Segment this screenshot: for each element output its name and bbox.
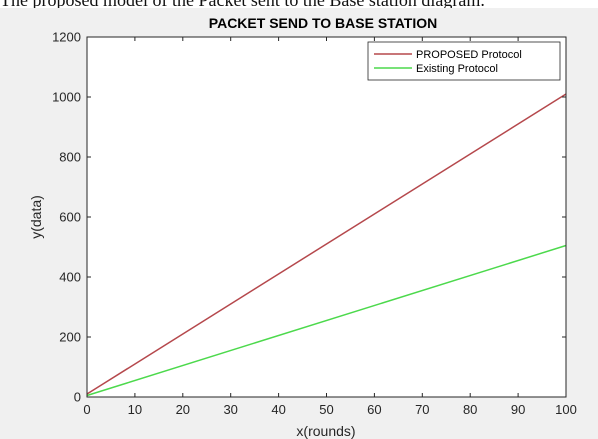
- y-axis-label: y(data): [28, 195, 44, 239]
- legend-label: PROPOSED Protocol: [416, 49, 522, 61]
- x-tick-label: 20: [176, 402, 190, 417]
- figure: PACKET SEND TO BASE STATION 0 10 20 30 40 50 6…: [0, 8, 598, 439]
- legend-box: [367, 41, 561, 81]
- line-chart: PACKET SEND TO BASE STATION 0 10 20 30 40 50 6…: [28, 15, 577, 439]
- series-line-proposed-protocol: [86, 93, 567, 395]
- legend-label: Existing Protocol: [416, 63, 498, 75]
- x-tick-label: 10: [128, 402, 142, 417]
- ticks-layer: 0 10 20 30 40 50 60 70 80 90 100020040060080010001…: [52, 30, 577, 418]
- y-tick-label: 1200: [52, 30, 81, 45]
- y-tick-label: 600: [59, 210, 81, 225]
- x-tick-label: 70: [415, 402, 429, 417]
- x-tick-label: 60: [367, 402, 381, 417]
- x-tick-label: 40: [271, 402, 285, 417]
- x-tick-label: 0: [83, 402, 90, 417]
- x-tick-label: 50: [319, 402, 333, 417]
- x-tick-label: 90: [511, 402, 525, 417]
- series-line-existing-protocol: [86, 244, 567, 397]
- x-tick-label: 100: [555, 402, 577, 417]
- chart-title: PACKET SEND TO BASE STATION: [209, 15, 437, 31]
- header-text: The proposed model of the Packet sent to…: [0, 0, 485, 10]
- y-tick-label: 200: [59, 330, 81, 345]
- plot-area: [87, 37, 566, 397]
- series-layer: [86, 93, 567, 397]
- y-tick-label: 1000: [52, 90, 81, 105]
- x-tick-label: 30: [223, 402, 237, 417]
- x-tick-label: 80: [463, 402, 477, 417]
- y-tick-label: 0: [74, 390, 81, 405]
- legend: PROPOSED Protocol Existing Protocol: [367, 41, 561, 81]
- y-tick-label: 800: [59, 150, 81, 165]
- y-tick-label: 400: [59, 270, 81, 285]
- x-axis-label: x(rounds): [296, 423, 355, 439]
